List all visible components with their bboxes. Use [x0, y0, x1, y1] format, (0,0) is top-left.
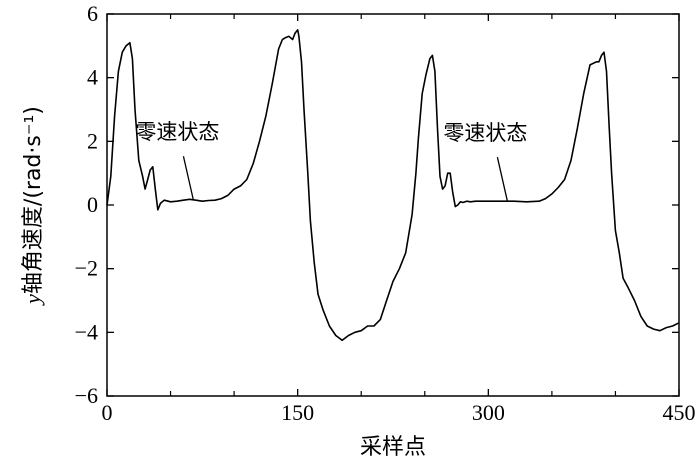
y-tick-label: −4 [75, 319, 98, 344]
annotations: 零速状态 零速状态 [135, 120, 527, 202]
plot-frame [106, 13, 680, 397]
y-axis-title: y轴角速度/(rad·s⁻¹) [20, 106, 46, 306]
annotation-label: 零速状态 [443, 121, 527, 145]
y-axis-text: 轴角速度/(rad·s⁻¹) [21, 106, 46, 294]
x-tick-label: 450 [663, 400, 696, 425]
annotation-leader [496, 157, 509, 202]
annotation-leader [182, 156, 195, 201]
y-tick-label: 6 [87, 1, 98, 26]
series-line [106, 29, 680, 342]
y-tick-label: 0 [87, 192, 98, 217]
tick-labels: 0 150 300 450 −6 −4 −2 0 2 4 6 [75, 1, 696, 425]
y-tick-label: 4 [87, 65, 98, 90]
annotation-label: 零速状态 [135, 120, 219, 144]
y-axis-var: y [20, 294, 45, 306]
x-tick-label: 150 [281, 400, 314, 425]
y-tick-label: 2 [87, 128, 98, 153]
ticks [106, 13, 680, 397]
y-tick-label: −6 [75, 383, 98, 408]
x-axis-title: 采样点 [360, 435, 426, 460]
y-tick-label: −2 [75, 256, 98, 281]
x-tick-label: 0 [102, 400, 113, 425]
x-tick-label: 300 [472, 400, 505, 425]
